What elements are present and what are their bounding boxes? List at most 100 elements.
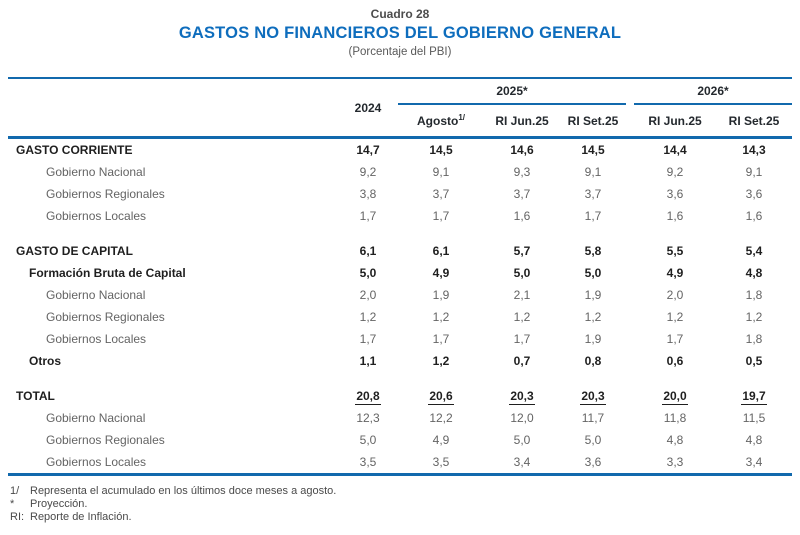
value-cell: 0,5 [716, 350, 792, 372]
footnote-marker: * [10, 498, 15, 510]
value-cell: 11,5 [716, 407, 792, 429]
cell-value: 9,2 [359, 165, 377, 179]
value-cell: 1,2 [716, 306, 792, 328]
value-cell: 3,3 [634, 451, 716, 475]
section-spacer [8, 372, 792, 385]
value-cell: 1,2 [398, 350, 484, 372]
cell-value: 1,2 [513, 310, 531, 324]
cell-value: 11,5 [742, 411, 766, 425]
cell-value: 5,0 [359, 433, 377, 447]
row-label: Gobierno Nacional [46, 165, 146, 179]
value-cell: 0,6 [634, 350, 716, 372]
cell-value: 20,0 [662, 389, 688, 405]
value-cell: 20,3 [484, 385, 560, 407]
cell-value: 12,3 [356, 411, 380, 425]
cell-value: 1,7 [584, 209, 602, 223]
cell-value: 2,0 [666, 288, 684, 302]
table-body: GASTO CORRIENTE 14,7 14,5 14,6 14,5 14,4 14,3 G… [8, 138, 792, 475]
cell-value: 6,1 [432, 244, 450, 258]
expenses-table: 2024 2025* 2026* Agosto1/ RI Jun.25 RI S… [8, 77, 793, 476]
value-cell: 1,8 [716, 284, 792, 306]
column-gap [626, 328, 634, 350]
value-cell: 1,2 [634, 306, 716, 328]
value-cell: 1,7 [398, 205, 484, 227]
column-gap [626, 350, 634, 372]
cell-value: 5,7 [513, 244, 531, 258]
cell-value: 1,8 [745, 288, 763, 302]
value-cell: 2,0 [338, 284, 398, 306]
value-cell: 20,0 [634, 385, 716, 407]
value-cell: 20,6 [398, 385, 484, 407]
cell-value: 2,1 [513, 288, 531, 302]
column-gap [626, 205, 634, 227]
cell-value: 5,5 [666, 244, 684, 258]
column-gap [626, 284, 634, 306]
table-row: GASTO DE CAPITAL 6,1 6,1 5,7 5,8 5,5 5,4 [8, 240, 792, 262]
cell-value: 14,6 [510, 143, 534, 157]
cell-value: 14,4 [663, 143, 687, 157]
value-cell: 12,3 [338, 407, 398, 429]
value-cell: 3,7 [560, 183, 626, 205]
table-row: Gobiernos Locales 1,7 1,7 1,7 1,9 1,7 1,8 [8, 328, 792, 350]
page-title: GASTOS NO FINANCIEROS DEL GOBIERNO GENER… [178, 24, 622, 42]
cell-value: 5,0 [584, 433, 602, 447]
table-row: Otros 1,1 1,2 0,7 0,8 0,6 0,5 [8, 350, 792, 372]
column-gap [626, 78, 635, 139]
table-row: TOTAL 20,8 20,6 20,3 20,3 20,0 19,7 [8, 385, 792, 407]
header-group-row: 2024 2025* 2026* [8, 78, 793, 139]
footnote-3: RI: Reporte de Inflación. [10, 511, 610, 524]
value-cell: 20,8 [338, 385, 398, 407]
row-label: Gobiernos Locales [46, 332, 147, 346]
table-row: Gobierno Nacional 2,0 1,9 2,1 1,9 2,0 1,8 [8, 284, 792, 306]
header-ri-jun25-2025: RI Jun.25 [484, 104, 560, 139]
footnote-text: Representa el acumulado en los últimos d… [30, 485, 337, 497]
cell-value: 1,2 [359, 310, 377, 324]
row-label: Formación Bruta de Capital [29, 266, 186, 280]
section-spacer-cell [8, 372, 792, 385]
cell-value: 4,9 [666, 266, 684, 280]
value-cell: 3,7 [398, 183, 484, 205]
cell-value: 1,2 [745, 310, 763, 324]
cell-value: 14,5 [429, 143, 453, 157]
value-cell: 1,2 [338, 306, 398, 328]
value-cell: 1,2 [560, 306, 626, 328]
value-cell: 5,0 [560, 429, 626, 451]
value-cell: 3,5 [398, 451, 484, 475]
value-cell: 9,1 [398, 161, 484, 183]
value-cell: 5,0 [560, 262, 626, 284]
table-row: Gobiernos Locales 3,5 3,5 3,4 3,6 3,3 3,4 [8, 451, 792, 475]
row-label: GASTO CORRIENTE [16, 143, 133, 157]
cell-value: 1,2 [432, 310, 450, 324]
cell-value: 4,9 [432, 266, 450, 280]
footnote-2: * Proyección. [10, 498, 610, 511]
table-kicker: Cuadro 28 [370, 7, 430, 21]
row-label: GASTO DE CAPITAL [16, 244, 133, 258]
header-group-2025: 2025* [398, 78, 627, 105]
value-cell: 1,6 [484, 205, 560, 227]
value-cell: 1,6 [716, 205, 792, 227]
footnote-text: Proyección. [30, 498, 88, 510]
cell-value: 14,5 [581, 143, 605, 157]
value-cell: 1,2 [484, 306, 560, 328]
cell-value: 3,5 [359, 455, 377, 469]
cell-value: 1,7 [432, 209, 450, 223]
table-row: Gobiernos Regionales 1,2 1,2 1,2 1,2 1,2 1,2 [8, 306, 792, 328]
header-ri-set25-2026: RI Set.25 [716, 104, 793, 139]
value-cell: 11,8 [634, 407, 716, 429]
cell-value: 20,8 [355, 389, 381, 405]
header-agosto-label: Agosto [417, 113, 459, 128]
cell-value: 2,0 [359, 288, 377, 302]
value-cell: 14,5 [398, 138, 484, 162]
cell-value: 6,1 [359, 244, 377, 258]
value-cell: 4,8 [634, 429, 716, 451]
cell-value: 5,0 [513, 433, 531, 447]
value-cell: 6,1 [398, 240, 484, 262]
cell-value: 1,2 [584, 310, 602, 324]
value-cell: 2,0 [634, 284, 716, 306]
row-label: Gobierno Nacional [46, 411, 146, 425]
value-cell: 5,8 [560, 240, 626, 262]
cell-value: 3,5 [432, 455, 450, 469]
table-row: Gobierno Nacional 12,3 12,2 12,0 11,7 11,8 11,… [8, 407, 792, 429]
value-cell: 4,8 [716, 429, 792, 451]
value-cell: 5,0 [338, 262, 398, 284]
